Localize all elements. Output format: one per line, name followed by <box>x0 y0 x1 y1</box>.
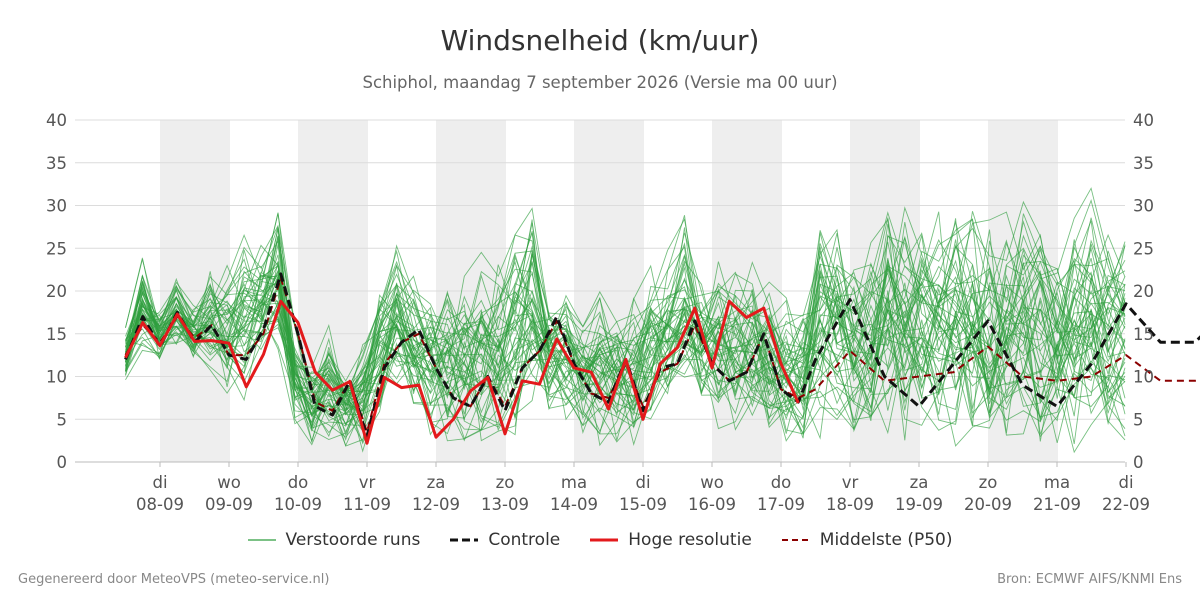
x-tick-date: 08-09 <box>136 495 184 514</box>
x-tick-weekday: do <box>288 473 309 492</box>
x-tick-date: 22-09 <box>1102 495 1150 514</box>
ensemble-member-line <box>125 213 1126 447</box>
x-tick-date: 15-09 <box>619 495 667 514</box>
legend-label: Middelste (P50) <box>819 530 953 550</box>
x-tick-date: 18-09 <box>826 495 874 514</box>
series-hoge-resolutie-line <box>124 299 800 445</box>
x-tick-date: 20-09 <box>964 495 1012 514</box>
x-tick-date: 12-09 <box>412 495 460 514</box>
legend-item-middelste: Middelste (P50) <box>781 530 953 550</box>
x-tick-date: 13-09 <box>481 495 529 514</box>
y-tick-label-right: 40 <box>1133 111 1154 130</box>
x-tick-weekday: wo <box>217 473 241 492</box>
legend-label: Hoge resolutie <box>628 530 752 550</box>
y-tick-label-left: 10 <box>46 368 67 387</box>
x-tick-date: 10-09 <box>274 495 322 514</box>
chart-subtitle: Schiphol, maandag 7 september 2026 (Vers… <box>362 73 838 92</box>
y-tick-label-left: 5 <box>57 410 68 429</box>
ensemble-member-line <box>125 247 1126 423</box>
axes: 0 0 5 5 10 10 15 15 20 20 25 25 30 30 35 35 40 40 di 08-09 w… <box>46 111 1154 514</box>
series-middelste-line <box>124 277 1200 434</box>
y-tick-label-left: 35 <box>46 154 67 173</box>
x-tick-weekday: ma <box>1044 473 1070 492</box>
ensemble-member-line <box>125 226 1126 397</box>
y-tick-label-right: 15 <box>1133 325 1154 344</box>
chart-title: Windsnelheid (km/uur) <box>440 24 760 57</box>
x-tick-date: 09-09 <box>205 495 253 514</box>
x-tick-date: 21-09 <box>1033 495 1081 514</box>
ensemble-member-line <box>125 235 1126 441</box>
ensemble-member-line <box>125 253 1126 445</box>
y-tick-label-left: 15 <box>46 325 67 344</box>
y-tick-label-right: 0 <box>1133 453 1144 472</box>
x-tick-weekday: za <box>427 473 446 492</box>
y-tick-label-right: 25 <box>1133 239 1154 258</box>
x-tick-date: 19-09 <box>895 495 943 514</box>
x-tick-weekday: di <box>1118 473 1133 492</box>
ensemble-member-line <box>125 238 1126 443</box>
ensemble-member-line <box>125 220 1126 447</box>
legend-item-controle: Controle <box>450 530 560 550</box>
legend-label: Controle <box>488 530 561 550</box>
legend: Verstoorde runs Controle Hoge resolutie … <box>0 530 1200 550</box>
legend-item-hoge-resolutie: Hoge resolutie <box>590 530 752 550</box>
ensemble-member-line <box>125 218 1126 416</box>
x-tick-date: 14-09 <box>550 495 598 514</box>
ensemble-member-line <box>125 243 1126 411</box>
ensemble-member-line <box>125 274 1126 425</box>
x-tick-weekday: zo <box>496 473 515 492</box>
legend-swatch-red-icon <box>590 538 619 542</box>
y-tick-label-left: 40 <box>46 111 67 130</box>
ensemble-members <box>125 187 1126 454</box>
legend-swatch-black-dashed-icon <box>450 538 479 542</box>
main-series <box>124 272 1200 445</box>
y-tick-label-right: 5 <box>1133 410 1144 429</box>
y-tick-label-right: 35 <box>1133 154 1154 173</box>
legend-swatch-green-icon <box>247 539 276 541</box>
x-tick-weekday: di <box>152 473 167 492</box>
x-tick-weekday: vr <box>359 473 376 492</box>
y-tick-label-left: 25 <box>46 239 67 258</box>
x-tick-date: 17-09 <box>757 495 805 514</box>
x-tick-date: 11-09 <box>343 495 391 514</box>
x-tick-weekday: wo <box>700 473 724 492</box>
y-tick-label-right: 10 <box>1133 368 1154 387</box>
y-tick-label-left: 0 <box>57 453 68 472</box>
footer-source: Bron: ECMWF AIFS/KNMI Ens <box>997 572 1182 587</box>
x-tick-weekday: zo <box>979 473 998 492</box>
x-tick-weekday: di <box>635 473 650 492</box>
ensemble-member-line <box>125 252 1126 446</box>
y-tick-label-right: 20 <box>1133 282 1154 301</box>
legend-swatch-darkred-dashed-icon <box>781 539 810 541</box>
legend-label: Verstoorde runs <box>285 530 421 550</box>
y-tick-label-left: 30 <box>46 197 67 216</box>
x-tick-weekday: za <box>910 473 929 492</box>
x-tick-weekday: vr <box>842 473 859 492</box>
ensemble-member-line <box>125 215 1126 447</box>
x-tick-date: 16-09 <box>688 495 736 514</box>
x-tick-weekday: do <box>771 473 792 492</box>
legend-item-verstoorde-runs: Verstoorde runs <box>247 530 421 550</box>
x-tick-weekday: ma <box>561 473 587 492</box>
footer-generated-by: Gegenereerd door MeteoVPS (meteo-service… <box>18 572 330 587</box>
y-tick-label-right: 30 <box>1133 197 1154 216</box>
y-tick-label-left: 20 <box>46 282 67 301</box>
